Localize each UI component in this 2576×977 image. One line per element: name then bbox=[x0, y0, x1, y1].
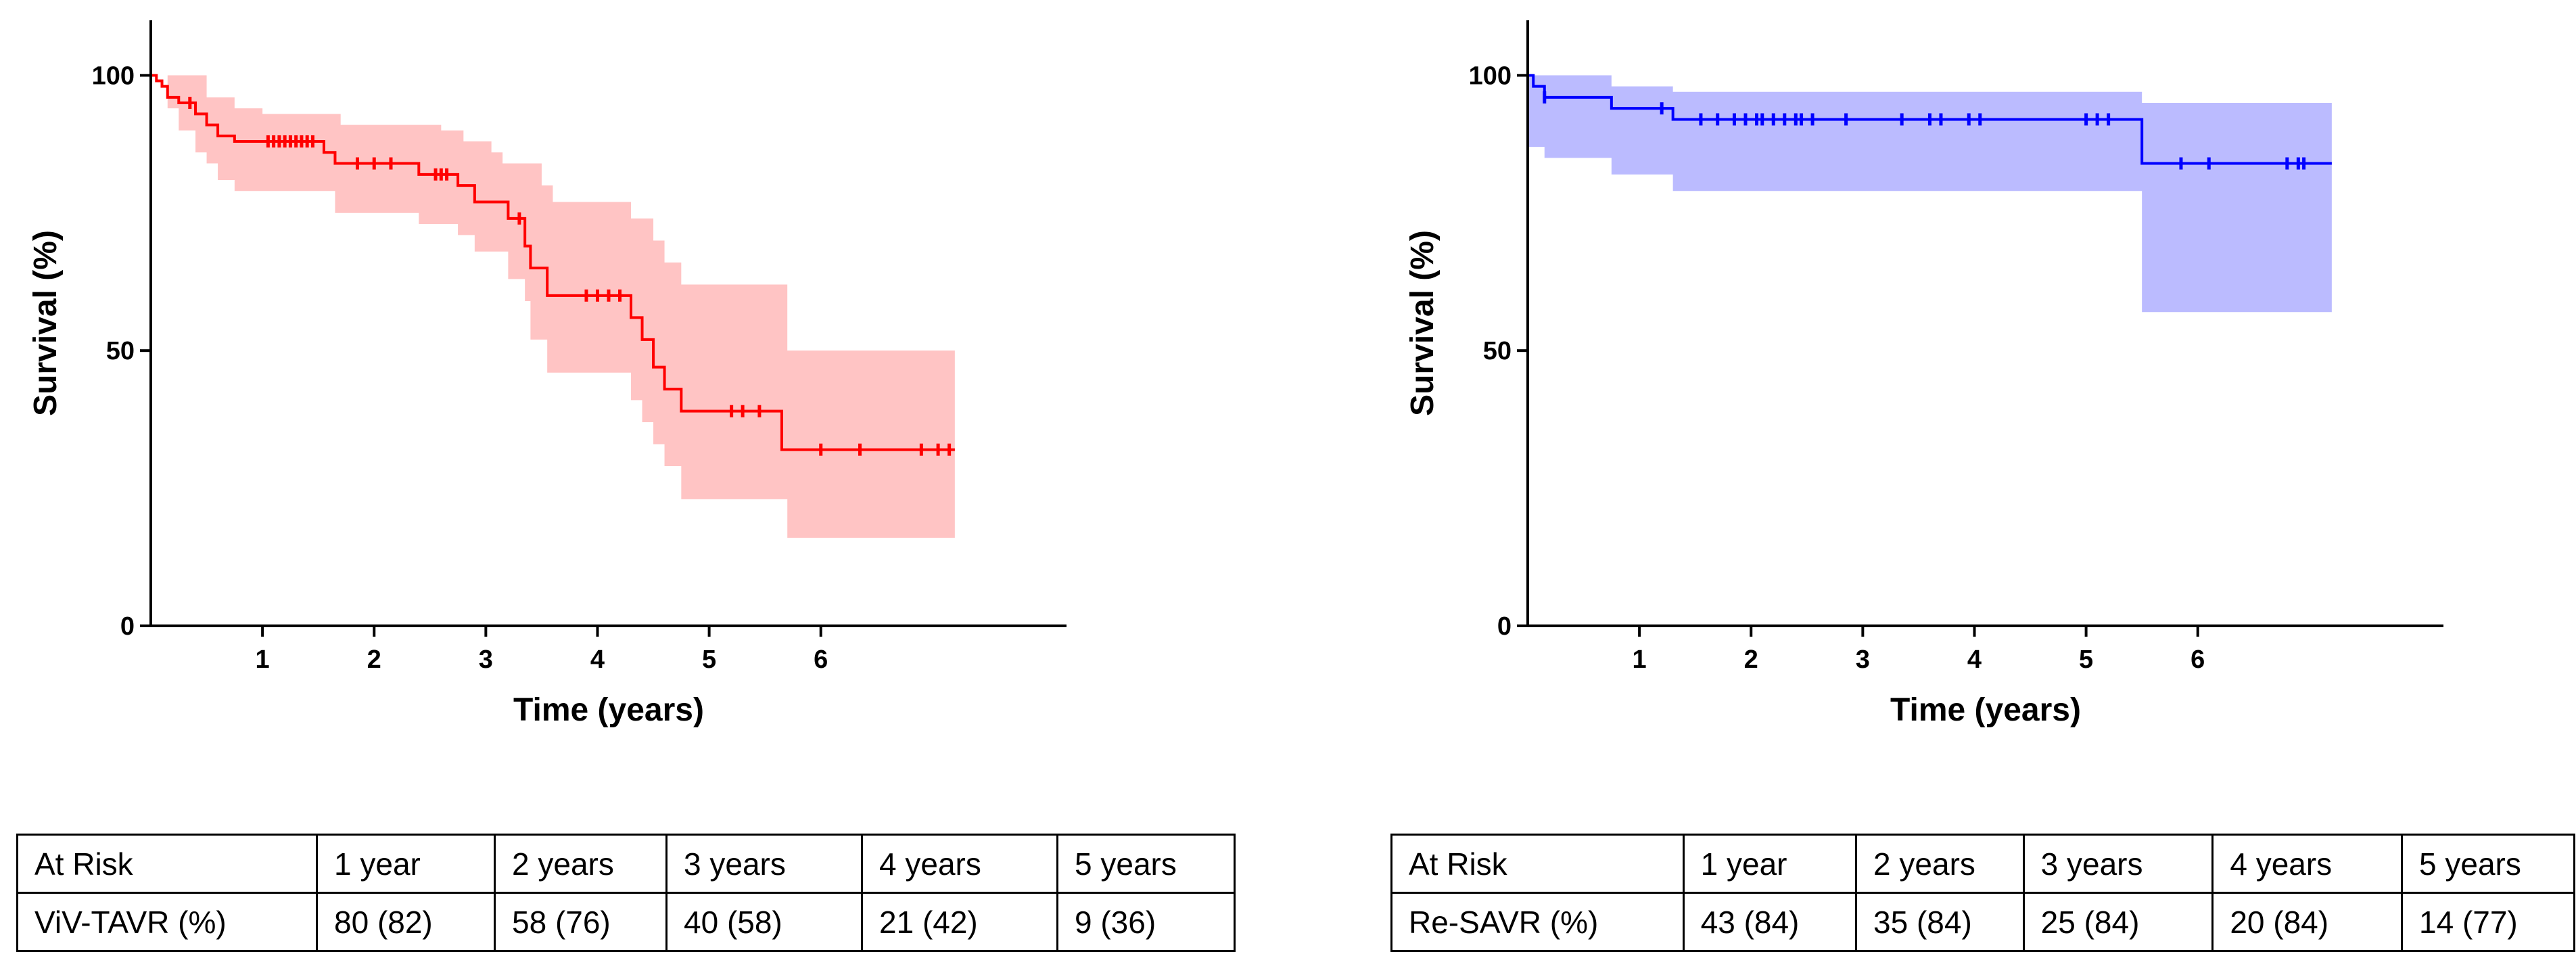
table-cell: 35 (84) bbox=[1855, 892, 2025, 952]
x-tick-label: 4 bbox=[590, 645, 605, 674]
x-tick-label: 5 bbox=[2079, 645, 2093, 674]
table-header-row: At Risk 1 year 2 years 3 years 4 years 5… bbox=[1390, 834, 2575, 894]
y-tick-label: 50 bbox=[106, 337, 135, 365]
x-tick-label: 1 bbox=[256, 645, 270, 674]
x-tick-label: 4 bbox=[1967, 645, 1982, 674]
viv-tavr-at-risk-table: At Risk 1 year 2 years 3 years 4 years 5… bbox=[16, 834, 1236, 952]
table-cell: 2 years bbox=[1855, 834, 2025, 894]
x-tick-label: 6 bbox=[2191, 645, 2205, 674]
re-savr-panel: 0 50 100 1 2 3 4 5 6 Time (years) Survival (%) At … bbox=[1288, 0, 2575, 977]
table-cell: 3 years bbox=[2022, 834, 2214, 894]
table-cell: 4 years bbox=[861, 834, 1058, 894]
table-cell: 5 years bbox=[2401, 834, 2575, 894]
table-header-row: At Risk 1 year 2 years 3 years 4 years 5… bbox=[16, 834, 1236, 894]
table-cell: 20 (84) bbox=[2211, 892, 2403, 952]
table-cell: Re-SAVR (%) bbox=[1390, 892, 1685, 952]
table-cell: 43 (84) bbox=[1682, 892, 1858, 952]
re-savr-at-risk-table: At Risk 1 year 2 years 3 years 4 years 5… bbox=[1390, 834, 2575, 952]
y-tick-label: 0 bbox=[1497, 612, 1512, 641]
x-axis-title: Time (years) bbox=[513, 692, 704, 728]
table-data-row: Re-SAVR (%) 43 (84) 35 (84) 25 (84) 20 (… bbox=[1390, 892, 2575, 952]
table-cell: 25 (84) bbox=[2022, 892, 2214, 952]
viv-tavr-survival-chart: 0 50 100 1 2 3 4 5 6 Time (years) Survival (%) bbox=[28, 20, 1067, 728]
table-cell: At Risk bbox=[1390, 834, 1685, 894]
table-cell: At Risk bbox=[16, 834, 318, 894]
x-tick-label: 1 bbox=[1633, 645, 1647, 674]
y-tick-label: 50 bbox=[1483, 337, 1512, 365]
confidence-band bbox=[1528, 75, 2332, 313]
table-cell: 58 (76) bbox=[494, 892, 668, 952]
x-tick-label: 2 bbox=[367, 645, 381, 674]
y-tick-label: 100 bbox=[1469, 62, 1512, 90]
x-tick-label: 5 bbox=[702, 645, 716, 674]
survival-curve bbox=[1528, 74, 2332, 165]
table-data-row: ViV-TAVR (%) 80 (82) 58 (76) 40 (58) 21 … bbox=[16, 892, 1236, 952]
table-cell: 2 years bbox=[494, 834, 668, 894]
viv-tavr-panel: 0 50 100 1 2 3 4 5 6 Time (years) Survival (%) At … bbox=[16, 20, 1236, 952]
table-cell: 3 years bbox=[665, 834, 863, 894]
table-cell: ViV-TAVR (%) bbox=[16, 892, 318, 952]
table-cell: 9 (36) bbox=[1056, 892, 1236, 952]
table-cell: 1 year bbox=[1682, 834, 1858, 894]
y-tick-label: 0 bbox=[120, 612, 135, 641]
confidence-band bbox=[151, 75, 955, 538]
y-tick-label: 100 bbox=[92, 62, 135, 90]
table-cell: 14 (77) bbox=[2401, 892, 2575, 952]
x-tick-label: 6 bbox=[814, 645, 828, 674]
table-cell: 4 years bbox=[2211, 834, 2403, 894]
table-cell: 40 (58) bbox=[665, 892, 863, 952]
x-axis-title: Time (years) bbox=[1890, 692, 2081, 728]
y-axis-title: Survival (%) bbox=[1405, 230, 1441, 416]
table-cell: 5 years bbox=[1056, 834, 1236, 894]
survival-curve bbox=[151, 74, 955, 451]
table-cell: 1 year bbox=[316, 834, 496, 894]
y-axis-title: Survival (%) bbox=[28, 230, 64, 416]
x-tick-label: 2 bbox=[1744, 645, 1758, 674]
re-savr-survival-chart: 0 50 100 1 2 3 4 5 6 Time (years) Survival (%) bbox=[1405, 20, 2443, 728]
table-cell: 80 (82) bbox=[316, 892, 496, 952]
x-tick-label: 3 bbox=[1856, 645, 1870, 674]
table-cell: 21 (42) bbox=[861, 892, 1058, 952]
x-tick-label: 3 bbox=[479, 645, 493, 674]
